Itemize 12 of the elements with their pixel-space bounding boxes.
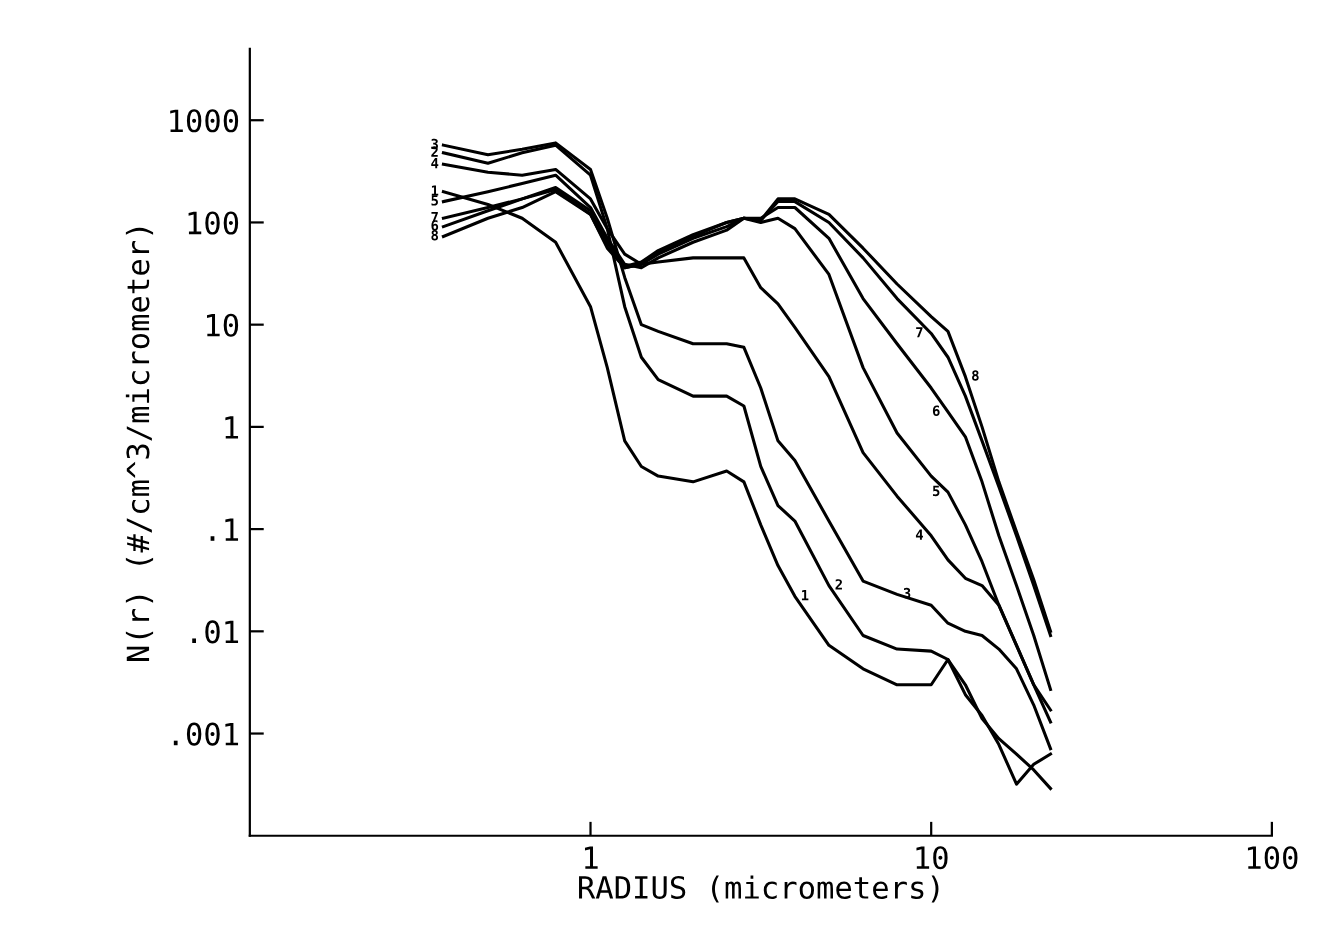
y-tick-label: .01 xyxy=(192,620,239,644)
x-tick-label: 1 xyxy=(584,846,598,869)
y-tick-label: 100 xyxy=(188,211,239,235)
y-axis-title: N(r) (#/cm^3/micrometer) xyxy=(125,227,154,661)
y-tick-label: 1 xyxy=(225,416,239,439)
x-axis-title: RADIUS (micrometers) xyxy=(579,875,939,903)
y-tick-label: 1000 xyxy=(170,109,239,133)
y-tick-label: .1 xyxy=(210,518,239,541)
y-tick-label: 10 xyxy=(206,313,239,337)
x-tick-label: 100 xyxy=(1247,846,1298,870)
y-tick-label: .001 xyxy=(173,722,239,746)
x-tick-label: 10 xyxy=(916,846,948,870)
